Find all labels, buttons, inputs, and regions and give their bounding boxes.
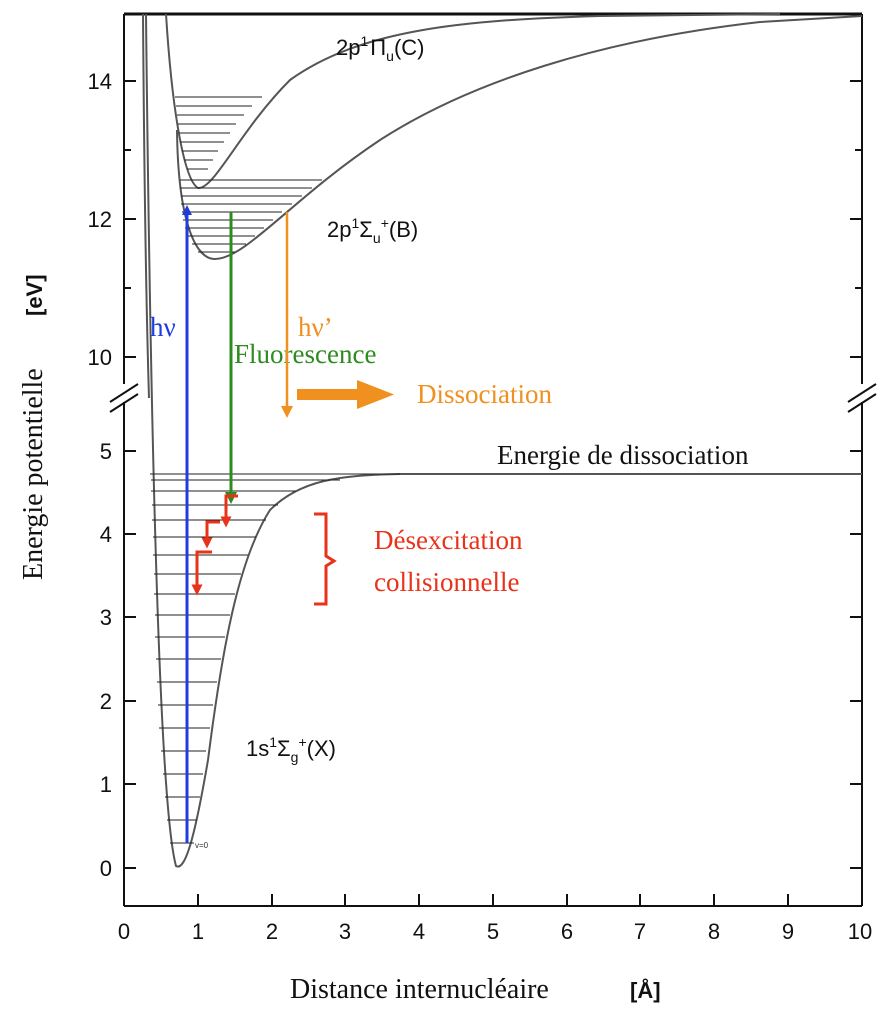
x-tick-label: 1 bbox=[192, 919, 204, 944]
y-tick-label: 0 bbox=[100, 856, 112, 881]
emission-label: hν’ bbox=[298, 312, 333, 342]
v0-label: v=0 bbox=[195, 841, 209, 850]
y-tick-label: 12 bbox=[88, 207, 112, 232]
fluorescence-label: Fluorescence bbox=[234, 339, 376, 369]
state-label-c: 2p1Πu(C) bbox=[336, 33, 425, 64]
state-label-x: 1s1Σg+(X) bbox=[246, 734, 336, 765]
y-tick-marks bbox=[124, 80, 862, 869]
x-tick-label: 2 bbox=[266, 919, 278, 944]
x-tick-label: 3 bbox=[339, 919, 351, 944]
curve-c-state bbox=[165, 13, 781, 189]
y-axis-title: Energie potentielle [eV] bbox=[18, 274, 49, 580]
state-label-b: 2p1Σu+(B) bbox=[327, 215, 418, 246]
x-tick-label: 10 bbox=[848, 919, 872, 944]
x-tick-label: 7 bbox=[634, 919, 646, 944]
y-tick-label: 1 bbox=[100, 772, 112, 797]
plot-frame bbox=[108, 12, 880, 907]
y-tick-labels: 14 12 10 5 4 3 2 1 0 bbox=[88, 69, 112, 881]
y-tick-label: 14 bbox=[88, 69, 112, 94]
x-tick-label: 5 bbox=[487, 919, 499, 944]
x-tick-label: 8 bbox=[708, 919, 720, 944]
y-tick-label: 3 bbox=[100, 605, 112, 630]
x-tick-labels: 0 1 2 3 4 5 6 7 8 9 10 bbox=[118, 919, 872, 944]
collisional-arrows bbox=[191, 494, 238, 596]
curve-x-inner-wall bbox=[142, 13, 150, 399]
dissociation-label: Dissociation bbox=[417, 379, 552, 409]
x-axis-title: Distance internucléaire [Å] bbox=[290, 974, 661, 1005]
x-tick-label: 0 bbox=[118, 919, 130, 944]
x-axis-label: Distance internucléaire bbox=[290, 974, 549, 1005]
desexcitation-label-1: Désexcitation bbox=[374, 525, 523, 555]
dissociation-energy-label: Energie de dissociation bbox=[497, 440, 749, 470]
y-tick-label: 10 bbox=[88, 345, 112, 370]
desexcitation-label-2: collisionnelle bbox=[374, 567, 519, 597]
dissociation-arrow bbox=[297, 380, 394, 409]
x-axis-unit: [Å] bbox=[630, 977, 661, 1003]
x-tick-label: 4 bbox=[413, 919, 425, 944]
x-tick-label: 9 bbox=[782, 919, 794, 944]
y-tick-label: 5 bbox=[100, 439, 112, 464]
vibrational-levels-c bbox=[175, 96, 262, 170]
collisional-bracket bbox=[314, 512, 337, 606]
absorption-label: hν bbox=[150, 312, 176, 342]
y-tick-label: 2 bbox=[100, 689, 112, 714]
y-tick-label: 4 bbox=[100, 522, 112, 547]
y-axis-label: Energie potentielle bbox=[18, 368, 49, 580]
x-tick-marks bbox=[197, 894, 789, 906]
curve-b-state bbox=[176, 15, 863, 261]
x-tick-label: 6 bbox=[561, 919, 573, 944]
y-axis-unit: [eV] bbox=[22, 274, 47, 316]
